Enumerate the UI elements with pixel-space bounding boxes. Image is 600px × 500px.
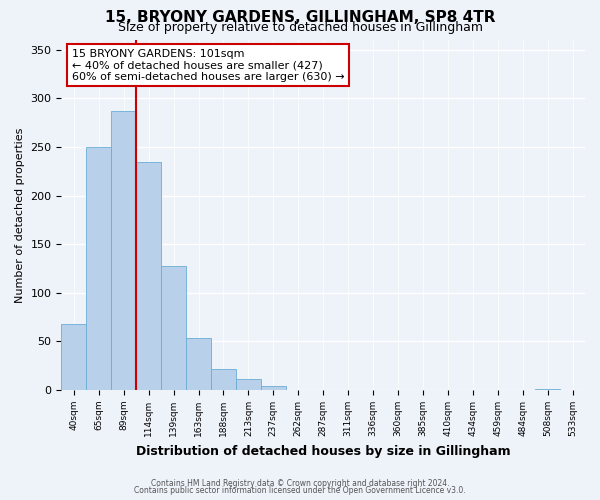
Text: Contains public sector information licensed under the Open Government Licence v3: Contains public sector information licen…	[134, 486, 466, 495]
Bar	[211, 368, 236, 390]
Text: Contains HM Land Registry data © Crown copyright and database right 2024.: Contains HM Land Registry data © Crown c…	[151, 478, 449, 488]
Bar	[261, 386, 286, 390]
Bar	[86, 147, 111, 390]
Bar	[111, 111, 136, 390]
Text: 15 BRYONY GARDENS: 101sqm
← 40% of detached houses are smaller (427)
60% of semi: 15 BRYONY GARDENS: 101sqm ← 40% of detac…	[72, 49, 344, 82]
Bar	[161, 266, 186, 390]
Bar	[236, 380, 261, 390]
X-axis label: Distribution of detached houses by size in Gillingham: Distribution of detached houses by size …	[136, 444, 511, 458]
Text: Size of property relative to detached houses in Gillingham: Size of property relative to detached ho…	[118, 21, 482, 34]
Text: 15, BRYONY GARDENS, GILLINGHAM, SP8 4TR: 15, BRYONY GARDENS, GILLINGHAM, SP8 4TR	[105, 10, 495, 25]
Bar	[61, 324, 86, 390]
Bar	[136, 162, 161, 390]
Y-axis label: Number of detached properties: Number of detached properties	[15, 128, 25, 302]
Bar	[535, 389, 560, 390]
Bar	[186, 338, 211, 390]
